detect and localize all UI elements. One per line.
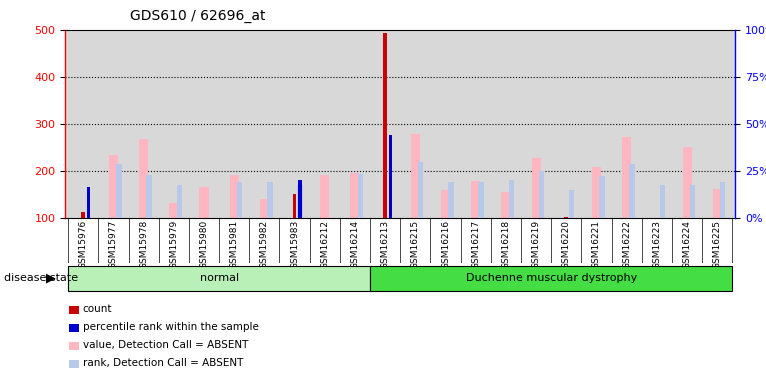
Bar — [267, 182, 273, 218]
Text: GSM16219: GSM16219 — [532, 220, 541, 269]
Bar — [109, 155, 118, 218]
Bar — [592, 167, 601, 217]
Bar — [448, 182, 453, 218]
Text: GSM15981: GSM15981 — [230, 220, 239, 269]
Bar — [538, 171, 545, 217]
Text: GSM15978: GSM15978 — [139, 220, 148, 269]
Bar — [230, 176, 239, 217]
Text: GSM16214: GSM16214 — [351, 220, 359, 269]
Text: GDS610 / 62696_at: GDS610 / 62696_at — [130, 9, 266, 23]
Text: disease state: disease state — [4, 273, 78, 283]
Text: GSM15979: GSM15979 — [169, 220, 178, 269]
Bar — [176, 185, 182, 218]
Text: GSM16217: GSM16217 — [471, 220, 480, 269]
Text: rank, Detection Call = ABSENT: rank, Detection Call = ABSENT — [83, 358, 243, 368]
Text: GSM16224: GSM16224 — [683, 220, 692, 268]
Bar — [199, 187, 208, 218]
Text: GSM16222: GSM16222 — [622, 220, 631, 268]
Bar — [320, 176, 329, 217]
Bar — [418, 162, 424, 218]
Text: GSM16220: GSM16220 — [561, 220, 571, 269]
Bar — [370, 266, 732, 291]
Text: GSM16225: GSM16225 — [712, 220, 722, 269]
Bar — [479, 182, 484, 218]
Bar — [81, 212, 85, 217]
Text: GSM16218: GSM16218 — [502, 220, 510, 269]
Text: GSM16215: GSM16215 — [411, 220, 420, 269]
Bar — [660, 185, 665, 218]
Bar — [712, 189, 722, 217]
Text: value, Detection Call = ABSENT: value, Detection Call = ABSENT — [83, 340, 248, 350]
Bar — [569, 190, 574, 217]
Text: GSM15983: GSM15983 — [290, 220, 299, 269]
Text: GSM15977: GSM15977 — [109, 220, 118, 269]
Bar — [358, 174, 363, 217]
Bar — [411, 134, 420, 218]
Bar — [116, 164, 122, 218]
Bar — [293, 194, 296, 217]
Text: GSM15976: GSM15976 — [79, 220, 88, 269]
Text: GSM15980: GSM15980 — [199, 220, 208, 269]
Bar — [689, 185, 696, 218]
Bar — [297, 185, 303, 218]
Text: GSM16221: GSM16221 — [592, 220, 601, 269]
Text: ▶: ▶ — [45, 272, 55, 285]
Bar — [509, 180, 514, 218]
Text: GSM15982: GSM15982 — [260, 220, 269, 269]
Text: GSM16213: GSM16213 — [381, 220, 390, 269]
Bar — [622, 137, 631, 218]
Bar — [599, 176, 604, 218]
Bar — [502, 192, 510, 217]
Bar — [139, 139, 148, 218]
Bar — [146, 176, 152, 217]
Bar — [237, 182, 242, 218]
Text: GSM16223: GSM16223 — [653, 220, 661, 269]
Text: count: count — [83, 304, 113, 314]
Bar — [720, 182, 725, 218]
Text: GSM16216: GSM16216 — [441, 220, 450, 269]
Bar — [441, 190, 450, 217]
Bar — [630, 164, 635, 218]
Bar — [260, 199, 269, 217]
Bar — [350, 173, 359, 217]
Text: GSM16212: GSM16212 — [320, 220, 329, 269]
Bar — [169, 203, 178, 217]
Bar — [299, 180, 302, 218]
Text: Duchenne muscular dystrophy: Duchenne muscular dystrophy — [466, 273, 637, 284]
Bar — [383, 33, 387, 218]
Bar — [683, 147, 692, 218]
Text: normal: normal — [199, 273, 239, 284]
Bar — [68, 266, 370, 291]
Bar — [471, 181, 480, 218]
Text: percentile rank within the sample: percentile rank within the sample — [83, 322, 259, 332]
Bar — [532, 158, 541, 218]
Bar — [87, 187, 90, 218]
Bar — [389, 135, 392, 218]
